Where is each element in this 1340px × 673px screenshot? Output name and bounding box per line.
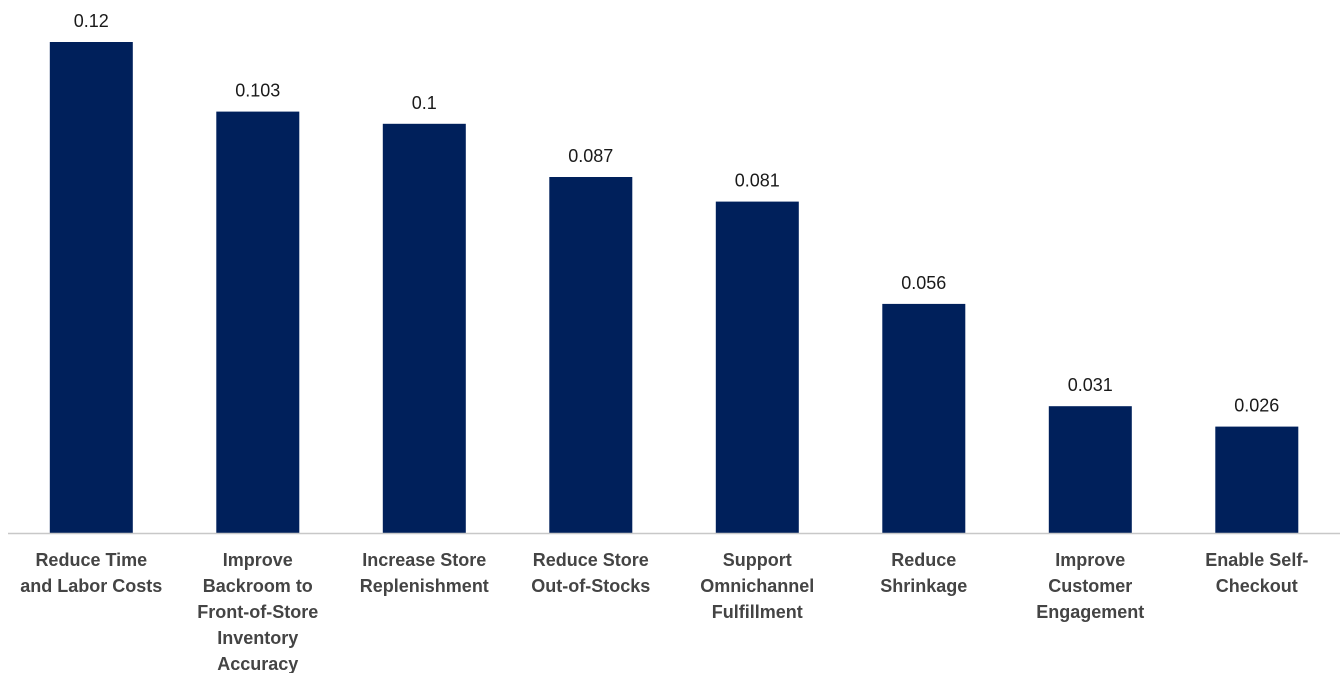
category-label-6: Reduce Shrinkage xyxy=(880,550,967,596)
category-label-line: Increase Store xyxy=(362,550,486,570)
category-label-2: Improve Backroom to Front-of-Store Inventor… xyxy=(197,550,318,673)
category-label-line: Omnichannel xyxy=(700,576,814,596)
category-label-line: Reduce xyxy=(891,550,956,570)
data-label-4: 0.087 xyxy=(568,146,613,166)
bar-1 xyxy=(49,42,133,533)
category-label-line: Checkout xyxy=(1216,576,1298,596)
data-label-6: 0.056 xyxy=(901,273,946,293)
bar-8 xyxy=(1215,426,1299,533)
category-label-line: Support xyxy=(723,550,792,570)
category-label-7: Improve Customer Engagement xyxy=(1036,550,1144,622)
category-label-3: Increase Store Replenishment xyxy=(360,550,489,596)
bar-3 xyxy=(382,123,466,534)
category-label-line: Backroom to xyxy=(203,576,313,596)
category-label-line: Replenishment xyxy=(360,576,489,596)
category-labels-group: Reduce Time and Labor Costs Improve Backroo… xyxy=(20,550,1308,673)
bar-7 xyxy=(1048,406,1132,533)
category-label-8: Enable Self- Checkout xyxy=(1205,550,1308,596)
value-labels-group: 0.12 0.103 0.1 0.087 0.081 0.056 0.031 0.026 xyxy=(74,11,1280,416)
bars-group xyxy=(49,42,1299,534)
category-label-5: Support Omnichannel Fulfillment xyxy=(700,550,814,622)
data-label-8: 0.026 xyxy=(1234,396,1279,416)
bar-5 xyxy=(715,201,799,533)
category-label-line: Customer xyxy=(1048,576,1132,596)
category-label-line: Engagement xyxy=(1036,602,1144,622)
data-label-1: 0.12 xyxy=(74,11,109,31)
data-label-3: 0.1 xyxy=(412,93,437,113)
category-label-line: Enable Self- xyxy=(1205,550,1308,570)
category-label-4: Reduce Store Out-of-Stocks xyxy=(531,550,650,596)
category-label-line: Reduce Store xyxy=(533,550,649,570)
data-label-5: 0.081 xyxy=(735,171,780,191)
category-label-line: Improve xyxy=(1055,550,1125,570)
category-label-1: Reduce Time and Labor Costs xyxy=(20,550,162,596)
category-label-line: and Labor Costs xyxy=(20,576,162,596)
category-label-line: Reduce Time xyxy=(35,550,147,570)
category-label-line: Improve xyxy=(223,550,293,570)
bar-4 xyxy=(549,177,633,533)
category-label-line: Shrinkage xyxy=(880,576,967,596)
bar-6 xyxy=(882,303,966,533)
data-label-7: 0.031 xyxy=(1068,375,1113,395)
category-label-line: Front-of-Store xyxy=(197,602,318,622)
category-label-line: Accuracy xyxy=(217,654,298,673)
category-label-line: Inventory xyxy=(217,628,298,648)
data-label-2: 0.103 xyxy=(235,81,280,101)
category-label-line: Fulfillment xyxy=(712,602,803,622)
bar-2 xyxy=(216,111,300,533)
category-label-line: Out-of-Stocks xyxy=(531,576,650,596)
